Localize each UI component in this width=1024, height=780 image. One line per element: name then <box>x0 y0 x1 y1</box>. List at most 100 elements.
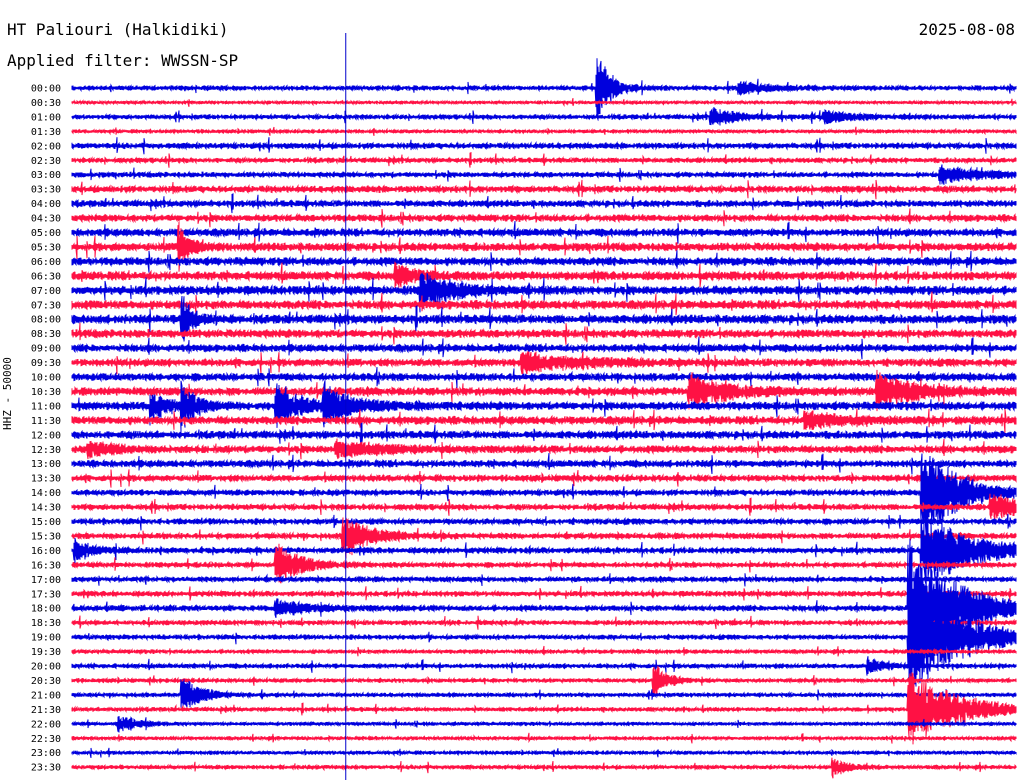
trace-row <box>71 220 1017 245</box>
trace-row <box>71 164 1017 185</box>
seismic-traces <box>71 58 1017 779</box>
trace-row <box>71 656 1017 676</box>
row-time-label: 09:30 <box>31 358 61 369</box>
trace-row <box>71 517 1017 559</box>
row-time-label: 08:00 <box>31 315 61 326</box>
row-time-label: 08:30 <box>31 329 61 340</box>
row-time-label: 04:30 <box>31 214 61 225</box>
row-time-label: 17:30 <box>31 589 61 600</box>
trace-row <box>71 295 1017 342</box>
row-time-label: 16:00 <box>31 546 61 557</box>
row-time-label: 04:00 <box>31 199 61 210</box>
row-time-label: 11:30 <box>31 416 61 427</box>
row-time-label: 17:00 <box>31 575 61 586</box>
row-time-label: 10:00 <box>31 373 61 384</box>
trace-row <box>71 193 1017 214</box>
row-time-label: 23:30 <box>31 763 61 774</box>
row-time-label: 03:00 <box>31 170 61 181</box>
trace-row <box>71 757 1017 779</box>
trace-row <box>71 179 1017 200</box>
row-time-label: 09:00 <box>31 344 61 355</box>
trace-row <box>71 422 1017 447</box>
trace-row <box>71 380 1017 432</box>
row-time-label: 00:30 <box>31 98 61 109</box>
trace-row <box>71 615 1017 630</box>
row-time-label: 12:00 <box>31 430 61 441</box>
trace-row <box>71 585 1017 602</box>
trace-row <box>71 516 1017 587</box>
trace-row <box>71 747 1017 759</box>
row-time-label: 01:00 <box>31 112 61 123</box>
trace-row <box>71 272 1017 313</box>
trace-row <box>71 672 1017 745</box>
row-time-label: 02:30 <box>31 156 61 167</box>
row-time-label: 18:00 <box>31 604 61 615</box>
trace-row <box>71 250 1017 273</box>
row-time-label: 13:00 <box>31 459 61 470</box>
filter-label: Applied filter: WWSSN-SP <box>7 51 239 70</box>
row-time-label: 11:00 <box>31 401 61 412</box>
row-time-label: 19:30 <box>31 647 61 658</box>
row-time-label: 21:30 <box>31 705 61 716</box>
row-time-label: 14:30 <box>31 503 61 514</box>
row-time-label: 07:00 <box>31 286 61 297</box>
row-time-label: 06:30 <box>31 271 61 282</box>
row-time-label: 15:30 <box>31 531 61 542</box>
trace-row <box>71 645 1017 657</box>
row-time-label: 22:00 <box>31 719 61 730</box>
trace-row <box>71 408 1017 433</box>
trace-row <box>71 576 1017 700</box>
trace-row <box>71 453 1017 475</box>
trace-row <box>71 97 1017 107</box>
row-time-label: 02:00 <box>31 141 61 152</box>
time-labels: 00:00 00:30 01:00 01:30 02:00 02:30 03:00 03:30… <box>31 84 61 774</box>
row-time-label: 03:30 <box>31 185 61 196</box>
trace-row <box>71 350 1017 375</box>
row-time-label: 19:00 <box>31 633 61 644</box>
row-time-label: 18:30 <box>31 618 61 629</box>
trace-row <box>71 58 1017 121</box>
row-time-label: 00:00 <box>31 84 61 95</box>
row-time-label: 23:00 <box>31 748 61 759</box>
row-time-label: 06:00 <box>31 257 61 268</box>
row-time-label: 07:30 <box>31 300 61 311</box>
trace-row <box>71 336 1017 360</box>
trace-row <box>71 469 1017 488</box>
row-time-label: 12:30 <box>31 445 61 456</box>
trace-row <box>71 107 1017 126</box>
trace-row <box>71 126 1017 137</box>
trace-row <box>71 732 1017 744</box>
trace-row <box>71 573 1017 587</box>
row-time-label: 10:30 <box>31 387 61 398</box>
date-label: 2025-08-08 <box>918 20 1015 39</box>
row-time-label: 14:00 <box>31 488 61 499</box>
row-time-label: 21:00 <box>31 690 61 701</box>
trace-row <box>71 679 1017 711</box>
trace-row <box>71 322 1017 345</box>
trace-row <box>71 543 1017 584</box>
trace-row <box>71 513 1017 531</box>
row-time-label: 16:30 <box>31 560 61 571</box>
row-time-label: 22:30 <box>31 734 61 745</box>
trace-row <box>71 137 1017 155</box>
row-time-label: 05:00 <box>31 228 61 239</box>
row-time-label: 05:30 <box>31 242 61 253</box>
trace-row <box>71 715 1017 733</box>
trace-row <box>71 369 1017 412</box>
trace-row <box>71 151 1017 168</box>
trace-row <box>71 665 1017 696</box>
trace-row <box>71 453 1017 534</box>
trace-row <box>71 261 1017 290</box>
trace-row <box>71 367 1017 388</box>
row-time-label: 15:00 <box>31 517 61 528</box>
trace-row <box>71 493 1017 520</box>
trace-row <box>71 208 1017 228</box>
row-time-label: 13:30 <box>31 474 61 485</box>
row-time-label: 20:00 <box>31 662 61 673</box>
station-title: HT Paliouri (Halkidiki) <box>7 20 229 39</box>
row-time-label: 01:30 <box>31 127 61 138</box>
trace-row <box>71 291 1017 316</box>
row-time-label: 20:30 <box>31 676 61 687</box>
trace-row <box>71 538 1017 668</box>
